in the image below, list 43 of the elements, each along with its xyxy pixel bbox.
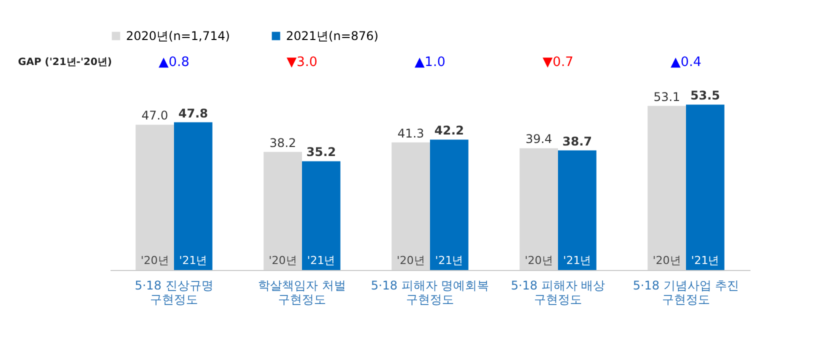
- data-label: 38.7: [562, 134, 592, 148]
- x-tick-label: 5·18 피해자 배상 구현정도: [510, 278, 606, 306]
- text: '21년: [307, 254, 336, 267]
- annotation: '21년: [179, 254, 208, 267]
- x-tick-label: 학살책임자 처벌 구현정도: [258, 278, 346, 306]
- data-label: 39.4: [525, 132, 552, 146]
- text: ▲1.0: [414, 55, 446, 70]
- text: '20년: [396, 254, 425, 267]
- text: '20년: [268, 254, 297, 267]
- data-label: 41.3: [397, 126, 424, 140]
- x-tick-label: 5·18 기념사업 추진 구현정도: [632, 278, 740, 306]
- data-label: 47.0: [141, 108, 168, 123]
- x-tick-label: 5·18 진상규명 구현정도: [134, 278, 214, 306]
- legend-label: 2020년(n=1,714): [126, 29, 230, 43]
- text: ▲0.8: [158, 55, 190, 70]
- bar: [302, 161, 340, 270]
- x-tick-label: 5·18 피해자 명예회복 구현정도: [370, 278, 490, 306]
- bar: [558, 150, 596, 270]
- annotation: '20년: [140, 254, 169, 267]
- bar: [648, 106, 686, 270]
- text: ▼0.7: [542, 55, 574, 70]
- bar: [174, 122, 212, 270]
- text: '21년: [691, 254, 720, 267]
- data-label: 38.2: [269, 136, 296, 150]
- bar: [520, 148, 558, 270]
- data-label: 53.5: [690, 88, 720, 103]
- text: ▲0.4: [670, 55, 702, 70]
- text: '21년: [563, 254, 592, 267]
- bar: [264, 152, 302, 270]
- text: '20년: [652, 254, 681, 267]
- text: '21년: [435, 254, 464, 267]
- data-label: 47.8: [178, 106, 208, 120]
- text: ▼3.0: [286, 55, 318, 70]
- bar: [136, 124, 174, 270]
- bar: [430, 140, 468, 270]
- bar: [686, 104, 724, 270]
- text: '20년: [524, 254, 553, 267]
- text: GAP ('21년-'20년): [18, 57, 112, 68]
- bar: [392, 142, 430, 270]
- legend-label: 2021년(n=876): [286, 29, 378, 43]
- data-label: 35.2: [306, 145, 336, 160]
- data-label: 53.1: [653, 90, 680, 104]
- data-label: 42.2: [434, 124, 464, 138]
